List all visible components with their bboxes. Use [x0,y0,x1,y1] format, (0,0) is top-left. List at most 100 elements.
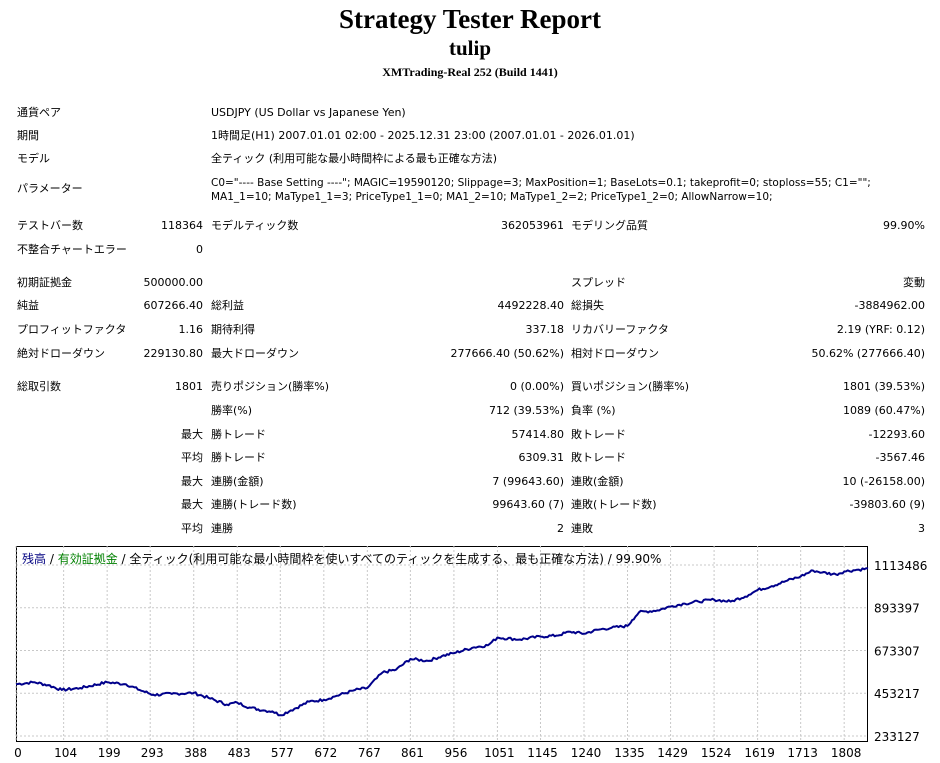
largest-win-label: 勝トレード [211,428,266,441]
ticks-label: モデルティック数 [211,219,299,232]
x-tick-label: 104 [54,746,77,760]
loss-rate-value: 1089 (60.47%) [842,404,925,417]
largest-prefix: 最大 [181,428,203,441]
symbol-value: USDJPY (US Dollar vs Japanese Yen) [211,106,406,119]
x-tick-label: 1808 [831,746,862,760]
x-tick-label: 672 [314,746,337,760]
total-trades-value: 1801 [175,380,203,393]
model-label: モデル [17,152,50,165]
x-tick-label: 1713 [787,746,818,760]
abs-drawdown-value: 229130.80 [143,347,204,360]
x-tick-label: 293 [141,746,164,760]
x-tick-label: 1429 [657,746,688,760]
avg-loss-label: 敗トレード [571,451,626,464]
recovery-factor-label: リカバリーファクタ [571,323,669,336]
cons-profit-label: 連勝(トレード数) [211,498,297,511]
short-positions-value: 0 (0.00%) [509,380,564,393]
cons-wins-value: 7 (99643.60) [492,475,564,488]
params-line1: C0="---- Base Setting ----"; MAGIC=19590… [211,177,871,189]
recovery-factor-value: 2.19 (YRF: 0.12) [836,323,925,336]
max-drawdown-label: 最大ドローダウン [211,347,299,360]
win-rate-label: 勝率(%) [211,404,253,417]
legend-separator: / [46,552,58,566]
avg-cons-losses-value: 3 [918,522,925,535]
bars-label: テストバー数 [17,219,83,232]
legend-equity: 有効証拠金 [57,552,118,566]
spread-value: 変動 [903,276,925,289]
x-tick-label: 1051 [484,746,515,760]
rel-drawdown-label: 相対ドローダウン [571,347,659,360]
symbol-label: 通貨ペア [17,106,61,119]
abs-drawdown-label: 絶対ドローダウン [17,347,105,360]
x-tick-label: 1619 [744,746,775,760]
short-positions-label: 売りポジション(勝率%) [211,380,330,393]
x-tick-label: 577 [271,746,294,760]
expected-payoff-label: 期待利得 [211,323,255,336]
x-tick-label: 388 [184,746,207,760]
profit-factor-value: 1.16 [178,323,204,336]
y-tick-label: 453217 [874,687,920,701]
gross-profit-value: 4492228.40 [497,299,564,312]
cons-losses-label: 連敗(金額) [571,475,624,488]
x-tick-label: 0 [14,746,22,760]
max-cons-prefix: 最大 [181,475,203,488]
y-tick-label: 1113486 [874,559,927,573]
avg-cons-wins-value: 2 [557,522,564,535]
x-tick-label: 767 [358,746,381,760]
avg-cons-losses-label: 連敗 [571,522,593,535]
x-tick-label: 861 [401,746,424,760]
expected-payoff-value: 337.18 [525,323,565,336]
deposit-value: 500000.00 [143,276,204,289]
deposit-label: 初期証拠金 [17,276,72,289]
avg-cons-prefix: 平均 [181,522,203,535]
balance-chart-frame [16,546,868,742]
params-label: パラメーター [17,182,83,195]
largest-loss-label: 敗トレード [571,428,626,441]
x-tick-label: 199 [98,746,121,760]
y-tick-label: 893397 [874,602,920,616]
quality-value: 99.90% [883,219,925,232]
largest-loss-value: -12293.60 [868,428,925,441]
balance-line [15,567,869,717]
x-tick-label: 483 [228,746,251,760]
ticks-value: 362053961 [501,219,564,232]
gross-loss-value: -3884962.00 [854,299,925,312]
long-positions-value: 1801 (39.53%) [842,380,925,393]
period-value: 1時間足(H1) 2007.01.01 02:00 - 2025.12.31 2… [211,129,635,142]
largest-win-value: 57414.80 [511,428,565,441]
net-profit-label: 純益 [17,299,39,312]
profit-factor-label: プロフィットファクタ [17,323,127,336]
x-tick-label: 1240 [571,746,602,760]
gross-profit-label: 総利益 [211,299,244,312]
avg-cons-wins-label: 連勝 [211,522,233,535]
cons-loss-label: 連敗(トレード数) [571,498,657,511]
legend-balance: 残高 [22,552,47,566]
avg-win-label: 勝トレード [211,451,266,464]
average-prefix: 平均 [181,451,203,464]
legend-separator: / [117,552,130,566]
avg-win-value: 6309.31 [518,451,565,464]
gross-loss-label: 総損失 [571,299,604,312]
x-tick-label: 1335 [614,746,645,760]
rel-drawdown-value: 50.62% (277666.40) [811,347,925,360]
params-line2: MA1_1=10; MaType1_1=3; PriceType1_1=0; M… [211,191,773,203]
x-tick-label: 1524 [701,746,732,760]
spread-label: スプレッド [571,276,626,289]
legend-model: 全ティック(利用可能な最小時間枠を使いすべてのティックを生成する、最も正確な方法… [129,552,662,566]
total-trades-label: 総取引数 [17,380,61,393]
mismatch-label: 不整合チャートエラー [17,243,127,256]
quality-label: モデリング品質 [571,219,648,232]
x-tick-label: 956 [444,746,467,760]
y-tick-label: 673307 [874,644,920,658]
max-drawdown-value: 277666.40 (50.62%) [450,347,564,360]
net-profit-value: 607266.40 [143,299,204,312]
report-subtitle: tulip [448,36,492,60]
cons-losses-value: 10 (-26158.00) [842,475,925,488]
y-tick-label: 233127 [874,730,920,744]
server-info: XMTrading-Real 252 (Build 1441) [382,65,558,79]
chart-legend: 残高 / 有効証拠金 / 全ティック(利用可能な最小時間枠を使いすべてのティック… [22,551,661,567]
mismatch-value: 0 [196,243,203,256]
x-tick-label: 1145 [527,746,558,760]
period-label: 期間 [17,129,39,142]
